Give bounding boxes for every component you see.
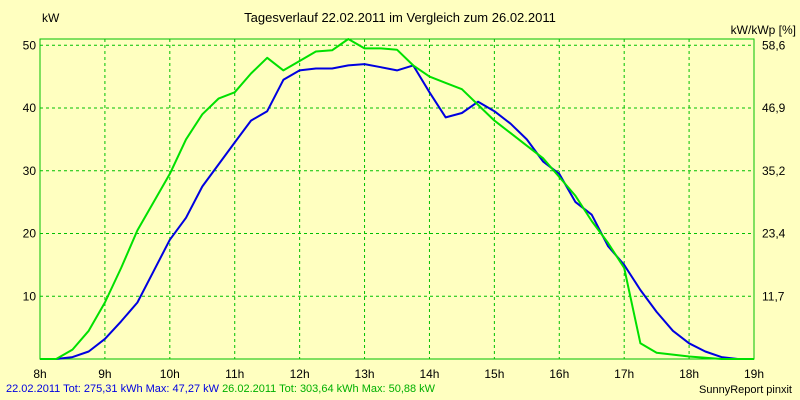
y-tick-label-left: 20 (23, 227, 37, 241)
x-tick-label: 14h (419, 367, 439, 381)
y-tick-label-left: 40 (23, 101, 37, 115)
x-tick-label: 19h (744, 367, 764, 381)
chart-title: Tagesverlauf 22.02.2011 im Vergleich zum… (244, 10, 556, 25)
x-tick-label: 15h (484, 367, 504, 381)
y-tick-label-left: 30 (23, 164, 37, 178)
plot-area (39, 38, 755, 360)
y-tick-label-right: 23,4 (762, 227, 786, 241)
legend-series-1: 22.02.2011 Tot: 275,31 kWh Max: 47,27 kW (6, 383, 219, 395)
x-tick-label: 13h (355, 367, 375, 381)
x-tick-label: 18h (679, 367, 699, 381)
y-tick-label-right: 46,9 (762, 101, 786, 115)
x-tick-label: 17h (614, 367, 634, 381)
series-line-1 (40, 63, 754, 360)
y-tick-label-right: 58,6 (762, 38, 786, 52)
y-tick-label-left: 10 (23, 289, 37, 303)
x-tick-label: 12h (290, 367, 310, 381)
x-tick-label: 11h (225, 367, 244, 381)
y-tick-label-right: 35,2 (762, 164, 786, 178)
x-tick-label: 10h (160, 367, 180, 381)
y-axis-label-left: kW (42, 11, 60, 25)
x-tick-label: 8h (33, 367, 46, 381)
y-tick-label-left: 50 (23, 38, 37, 52)
x-tick-label: 9h (98, 367, 111, 381)
y-tick-label-right: 11,7 (762, 289, 785, 303)
credit-text: SunnyReport pinxit (699, 384, 792, 396)
x-tick-label: 16h (549, 367, 569, 381)
chart-footer: 22.02.2011 Tot: 275,31 kWh Max: 47,27 kW… (6, 383, 435, 395)
legend-series-2: 26.02.2011 Tot: 303,64 kWh Max: 50,88 kW (222, 383, 436, 395)
y-axis-label-right: kW/kWp [%] (731, 23, 796, 37)
series-line-2 (40, 38, 754, 360)
